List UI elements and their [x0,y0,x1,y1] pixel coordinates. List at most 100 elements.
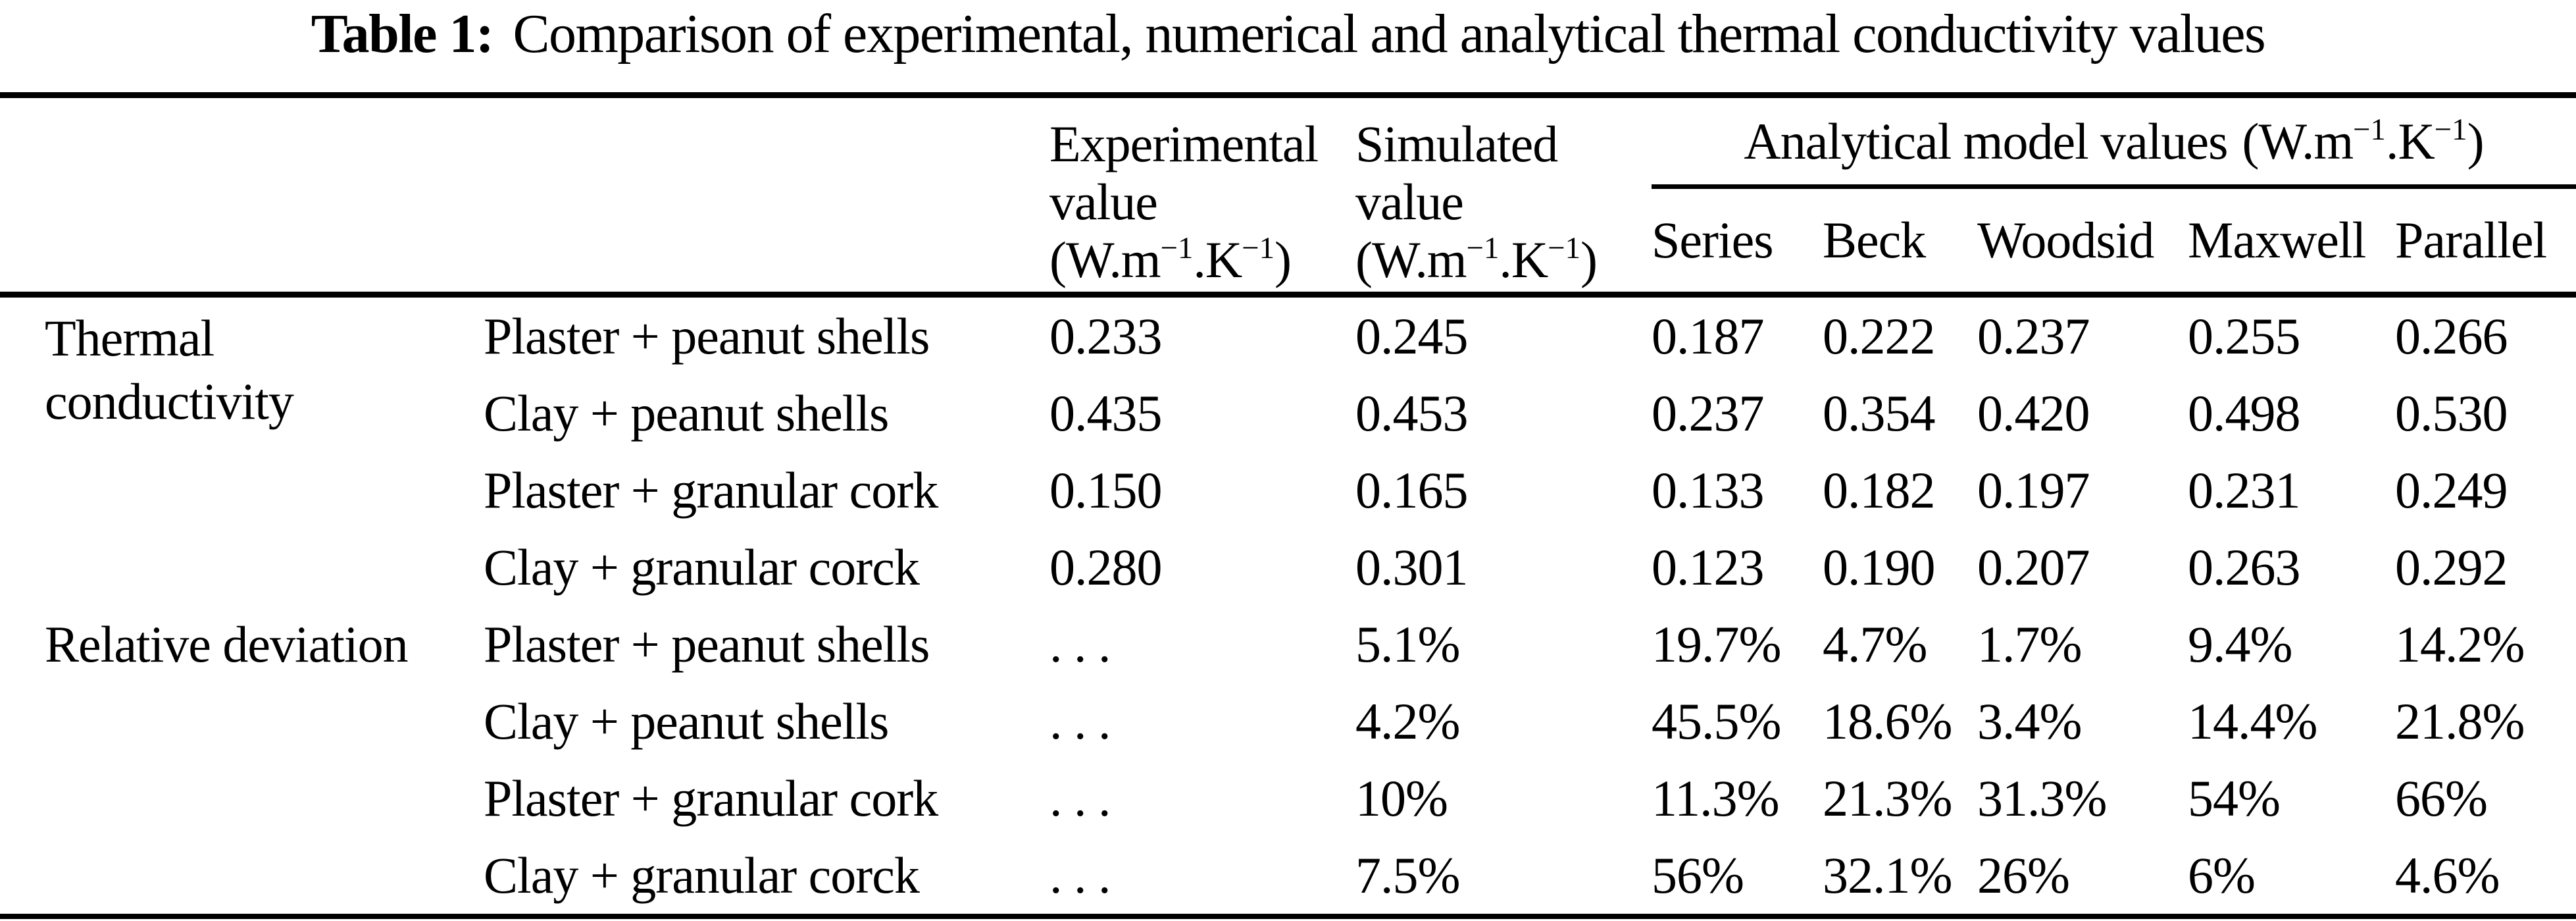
superscript: −1 [1160,230,1194,265]
top-rule [0,92,2576,98]
value-cell: 0.292 [2395,538,2508,596]
col-header-beck: Beck [1823,211,1926,269]
value-cell: 18.6% [1823,692,1952,750]
table-caption: Table 1: Comparison of experimental, num… [0,0,2576,92]
value-cell: 0.222 [1823,307,1936,365]
value-cell: 4.7% [1823,615,1927,673]
value-cell: 9.4% [2188,615,2292,673]
value-cell: 0.231 [2188,461,2301,519]
value-cell: 0.182 [1823,461,1936,519]
superscript: −1 [2353,112,2386,147]
value-cell: 0.280 [1049,538,1163,596]
analytical-group-title: Analytical model values (W.m−1.K−1) [1652,98,2576,184]
value-cell: 7.5% [1355,846,1460,904]
header-line: value [1355,173,1464,230]
superscript: −1 [1466,230,1500,265]
value-cell: . . . [1049,769,1111,827]
value-cell: 0.233 [1049,307,1163,365]
group-label-line: conductivity [45,373,294,430]
material-cell: Clay + granular corck [484,846,920,904]
col-header-parallel: Parallel [2395,211,2547,269]
material-cell: Clay + granular corck [484,538,920,596]
value-cell: 0.453 [1355,384,1469,442]
table-body: Thermal conductivity Relative deviation … [0,298,2576,914]
value-cell: . . . [1049,615,1111,673]
value-cell: . . . [1049,692,1111,750]
caption-label: Table 1: [311,3,494,65]
value-cell: 0.190 [1823,538,1936,596]
group-label-line: Thermal [45,309,215,367]
value-cell: . . . [1049,846,1111,904]
value-cell: 14.2% [2395,615,2525,673]
unit-part: .K [1193,231,1242,288]
row-group-label-relative-deviation: Relative deviation [45,615,484,674]
value-cell: 0.187 [1652,307,1765,365]
superscript: −1 [1242,230,1275,265]
unit-wmk: (W.m−1.K−1) [2242,112,2485,171]
value-cell: 0.123 [1652,538,1765,596]
value-cell: 19.7% [1652,615,1781,673]
value-cell: 10% [1355,769,1448,827]
analytical-group-header: Analytical model values (W.m−1.K−1) Seri… [1652,98,2576,292]
value-cell: 0.498 [2188,384,2301,442]
value-cell: 21.3% [1823,769,1952,827]
unit-part: ) [1275,231,1292,288]
value-cell: 0.207 [1977,538,2090,596]
material-cell: Plaster + peanut shells [484,307,930,365]
value-cell: 0.150 [1049,461,1163,519]
material-cell: Plaster + granular cork [484,769,938,827]
value-cell: 11.3% [1652,769,1780,827]
value-cell: 0.237 [1652,384,1765,442]
col-header-series: Series [1652,211,1774,269]
analytical-group-label: Analytical model values [1744,112,2228,170]
value-cell: 0.354 [1823,384,1936,442]
material-cell: Plaster + peanut shells [484,615,930,673]
value-cell: 0.133 [1652,461,1765,519]
value-cell: 0.255 [2188,307,2301,365]
unit-part: .K [2385,112,2435,170]
value-cell: 0.266 [2395,307,2508,365]
value-cell: 4.6% [2395,846,2500,904]
value-cell: 14.4% [2188,692,2317,750]
value-cell: 56% [1652,846,1744,904]
row-group-label-thermal-conductivity: Thermal conductivity [45,298,484,433]
value-cell: 31.3% [1977,769,2107,827]
value-cell: 66% [2395,769,2488,827]
header-line: value [1049,173,1158,230]
header-rule [0,292,2576,298]
value-cell: 0.435 [1049,384,1163,442]
unit-wmk: (W.m−1.K−1) [1355,231,1652,289]
material-cell: Clay + peanut shells [484,692,889,750]
value-cell: 21.8% [2395,692,2525,750]
value-cell: 1.7% [1977,615,2082,673]
value-cell: 0.263 [2188,538,2301,596]
unit-part: ) [1580,231,1598,288]
value-cell: 0.249 [2395,461,2508,519]
col-header-experimental: Experimental value (W.m−1.K−1) [1049,98,1355,292]
value-cell: 0.237 [1977,307,2090,365]
value-cell: 3.4% [1977,692,2082,750]
value-cell: 0.530 [2395,384,2508,442]
value-cell: 26% [1977,846,2070,904]
value-cell: 5.1% [1355,615,1460,673]
material-cell: Plaster + granular cork [484,461,938,519]
col-header-maxwell: Maxwell [2188,211,2366,269]
value-cell: 0.197 [1977,461,2090,519]
unit-part: (W.m [2242,112,2354,170]
unit-part: ) [2467,112,2485,170]
value-cell: 54% [2188,769,2281,827]
bottom-rule [0,914,2576,919]
col-header-woodsid: Woodsid [1977,211,2154,269]
value-cell: 0.420 [1977,384,2090,442]
header-line: Simulated [1355,115,1558,172]
value-cell: 0.165 [1355,461,1469,519]
value-cell: 32.1% [1823,846,1952,904]
unit-wmk: (W.m−1.K−1) [1049,231,1355,289]
value-cell: 0.301 [1355,538,1469,596]
unit-part: (W.m [1355,231,1467,288]
col-header-simulated: Simulated value (W.m−1.K−1) [1355,98,1652,292]
superscript: −1 [1548,230,1581,265]
unit-part: .K [1499,231,1548,288]
superscript: −1 [2434,112,2467,147]
